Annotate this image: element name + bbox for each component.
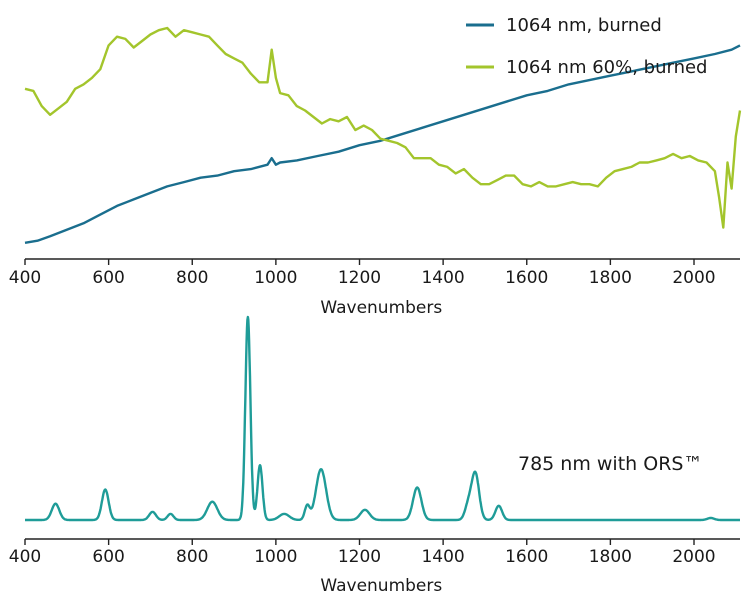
chart-annotation: 785 nm with ORS™ — [518, 453, 702, 475]
bottom-tick-label-2000: 2000 — [672, 547, 715, 567]
bottom-chart: 400 600 800 1000 1200 1400 1600 1800 2000 Wavenu… — [9, 315, 741, 596]
top-chart: 400 600 800 1000 1200 1400 1600 1800 2000 Wavenu… — [9, 15, 742, 318]
bottom-tick-label-800: 800 — [176, 547, 208, 567]
legend-label-1064-burned: 1064 nm, burned — [506, 15, 662, 36]
bottom-tick-label-400: 400 — [9, 547, 41, 567]
top-tick-label-1200: 1200 — [338, 268, 381, 288]
bottom-x-ticks: 400 600 800 1000 1200 1400 1600 1800 2000 — [9, 539, 716, 567]
top-x-axis-label: Wavenumbers — [320, 298, 442, 318]
series-line-1064-burned — [24, 44, 741, 244]
top-tick-label-1000: 1000 — [254, 268, 297, 288]
top-tick-label-400: 400 — [9, 268, 41, 288]
top-x-ticks: 400 600 800 1000 1200 1400 1600 1800 2000 — [9, 259, 716, 288]
bottom-series-group — [24, 315, 741, 522]
top-tick-label-2000: 2000 — [672, 268, 715, 288]
bottom-x-axis-label: Wavenumbers — [320, 576, 442, 596]
top-tick-label-1600: 1600 — [505, 268, 548, 288]
bottom-tick-label-1000: 1000 — [254, 547, 297, 567]
top-tick-label-800: 800 — [176, 268, 208, 288]
series-line-785-ors — [24, 315, 741, 522]
bottom-tick-label-600: 600 — [92, 547, 124, 567]
bottom-tick-label-1200: 1200 — [338, 547, 381, 567]
top-series-group — [24, 26, 742, 244]
bottom-tick-label-1600: 1600 — [505, 547, 548, 567]
bottom-tick-label-1400: 1400 — [421, 547, 464, 567]
top-tick-label-1800: 1800 — [589, 268, 632, 288]
legend-label-1064-60-burned: 1064 nm 60%, burned — [506, 57, 707, 78]
legend: 1064 nm, burned 1064 nm 60%, burned — [466, 15, 707, 78]
bottom-tick-label-1800: 1800 — [589, 547, 632, 567]
series-line-1064-60-burned — [24, 26, 742, 229]
top-tick-label-600: 600 — [92, 268, 124, 288]
top-tick-label-1400: 1400 — [421, 268, 464, 288]
